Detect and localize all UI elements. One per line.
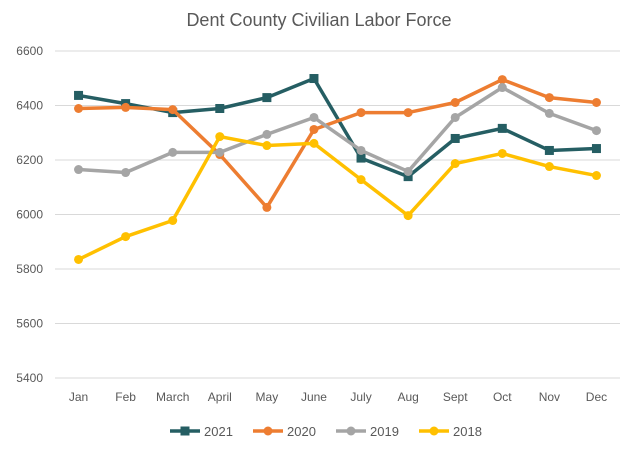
data-point — [168, 147, 178, 157]
legend-item: 2018 — [419, 424, 482, 439]
legend-marker — [263, 426, 273, 436]
data-point — [450, 159, 460, 169]
y-tick-label: 5800 — [16, 262, 43, 276]
series-2018 — [74, 132, 601, 264]
x-tick-label: Aug — [397, 390, 418, 404]
y-tick-label: 6400 — [16, 99, 43, 113]
data-point — [544, 93, 554, 103]
legend-label: 2018 — [453, 424, 482, 439]
data-point — [121, 168, 131, 178]
data-point — [262, 202, 272, 212]
x-tick-label: March — [156, 390, 189, 404]
y-tick-label: 6600 — [16, 44, 43, 58]
data-point — [74, 254, 84, 264]
data-point — [74, 103, 84, 113]
series-line — [78, 77, 597, 210]
data-point — [497, 83, 507, 93]
legend-label: 2021 — [204, 424, 233, 439]
data-point — [403, 108, 413, 118]
data-point — [591, 126, 601, 136]
legend-item: 2021 — [170, 424, 233, 439]
y-tick-label: 5400 — [16, 371, 43, 385]
data-point — [309, 124, 319, 134]
data-point — [309, 74, 319, 84]
legend-item: 2020 — [253, 424, 316, 439]
legend-marker — [180, 426, 190, 436]
x-tick-label: Oct — [493, 390, 512, 404]
series-2021 — [74, 74, 601, 182]
data-point — [168, 105, 178, 115]
x-tick-label: July — [350, 390, 371, 404]
y-tick-label: 5600 — [16, 317, 43, 331]
data-point — [121, 232, 131, 242]
legend-marker — [429, 426, 439, 436]
data-point — [497, 123, 507, 133]
series-line — [77, 134, 597, 262]
data-point — [403, 166, 413, 176]
data-point — [262, 129, 272, 139]
chart-title: Dent County Civilian Labor Force — [186, 10, 451, 30]
x-tick-label: May — [256, 390, 279, 404]
data-point — [544, 108, 554, 118]
x-tick-label: April — [208, 390, 232, 404]
data-point — [309, 112, 319, 122]
legend-label: 2019 — [370, 424, 399, 439]
data-point — [262, 141, 272, 151]
data-point — [450, 98, 460, 108]
data-point — [121, 102, 131, 112]
x-tick-label: Nov — [539, 390, 560, 404]
x-tick-label: Feb — [115, 390, 136, 404]
data-point — [403, 211, 413, 221]
data-point — [309, 138, 319, 148]
data-point — [356, 153, 366, 163]
x-tick-label: Sept — [443, 390, 468, 404]
data-point — [74, 165, 84, 175]
data-point — [215, 103, 225, 113]
series-line — [78, 76, 597, 179]
legend-marker — [346, 426, 356, 436]
data-point — [450, 112, 460, 122]
data-point — [215, 147, 225, 157]
data-point — [497, 75, 507, 85]
legend-item: 2019 — [336, 424, 399, 439]
legend-label: 2020 — [287, 424, 316, 439]
data-point — [168, 215, 178, 225]
data-point — [450, 133, 460, 143]
y-tick-label: 6200 — [16, 153, 43, 167]
data-point — [356, 108, 366, 118]
x-tick-label: Jan — [69, 390, 88, 404]
data-point — [74, 90, 84, 100]
series-2020 — [74, 75, 601, 212]
data-point — [591, 171, 601, 181]
x-tick-label: Dec — [586, 390, 607, 404]
data-point — [591, 144, 601, 154]
data-point — [403, 172, 413, 182]
data-point — [591, 98, 601, 108]
data-point — [215, 132, 225, 142]
data-point — [497, 148, 507, 158]
data-point — [544, 145, 554, 155]
data-point — [544, 162, 554, 172]
data-point — [356, 175, 366, 185]
series-line — [78, 85, 598, 175]
x-tick-label: June — [301, 390, 327, 404]
data-point — [356, 145, 366, 155]
data-point — [262, 93, 272, 103]
y-tick-label: 6000 — [16, 208, 43, 222]
series-2019 — [74, 83, 601, 178]
